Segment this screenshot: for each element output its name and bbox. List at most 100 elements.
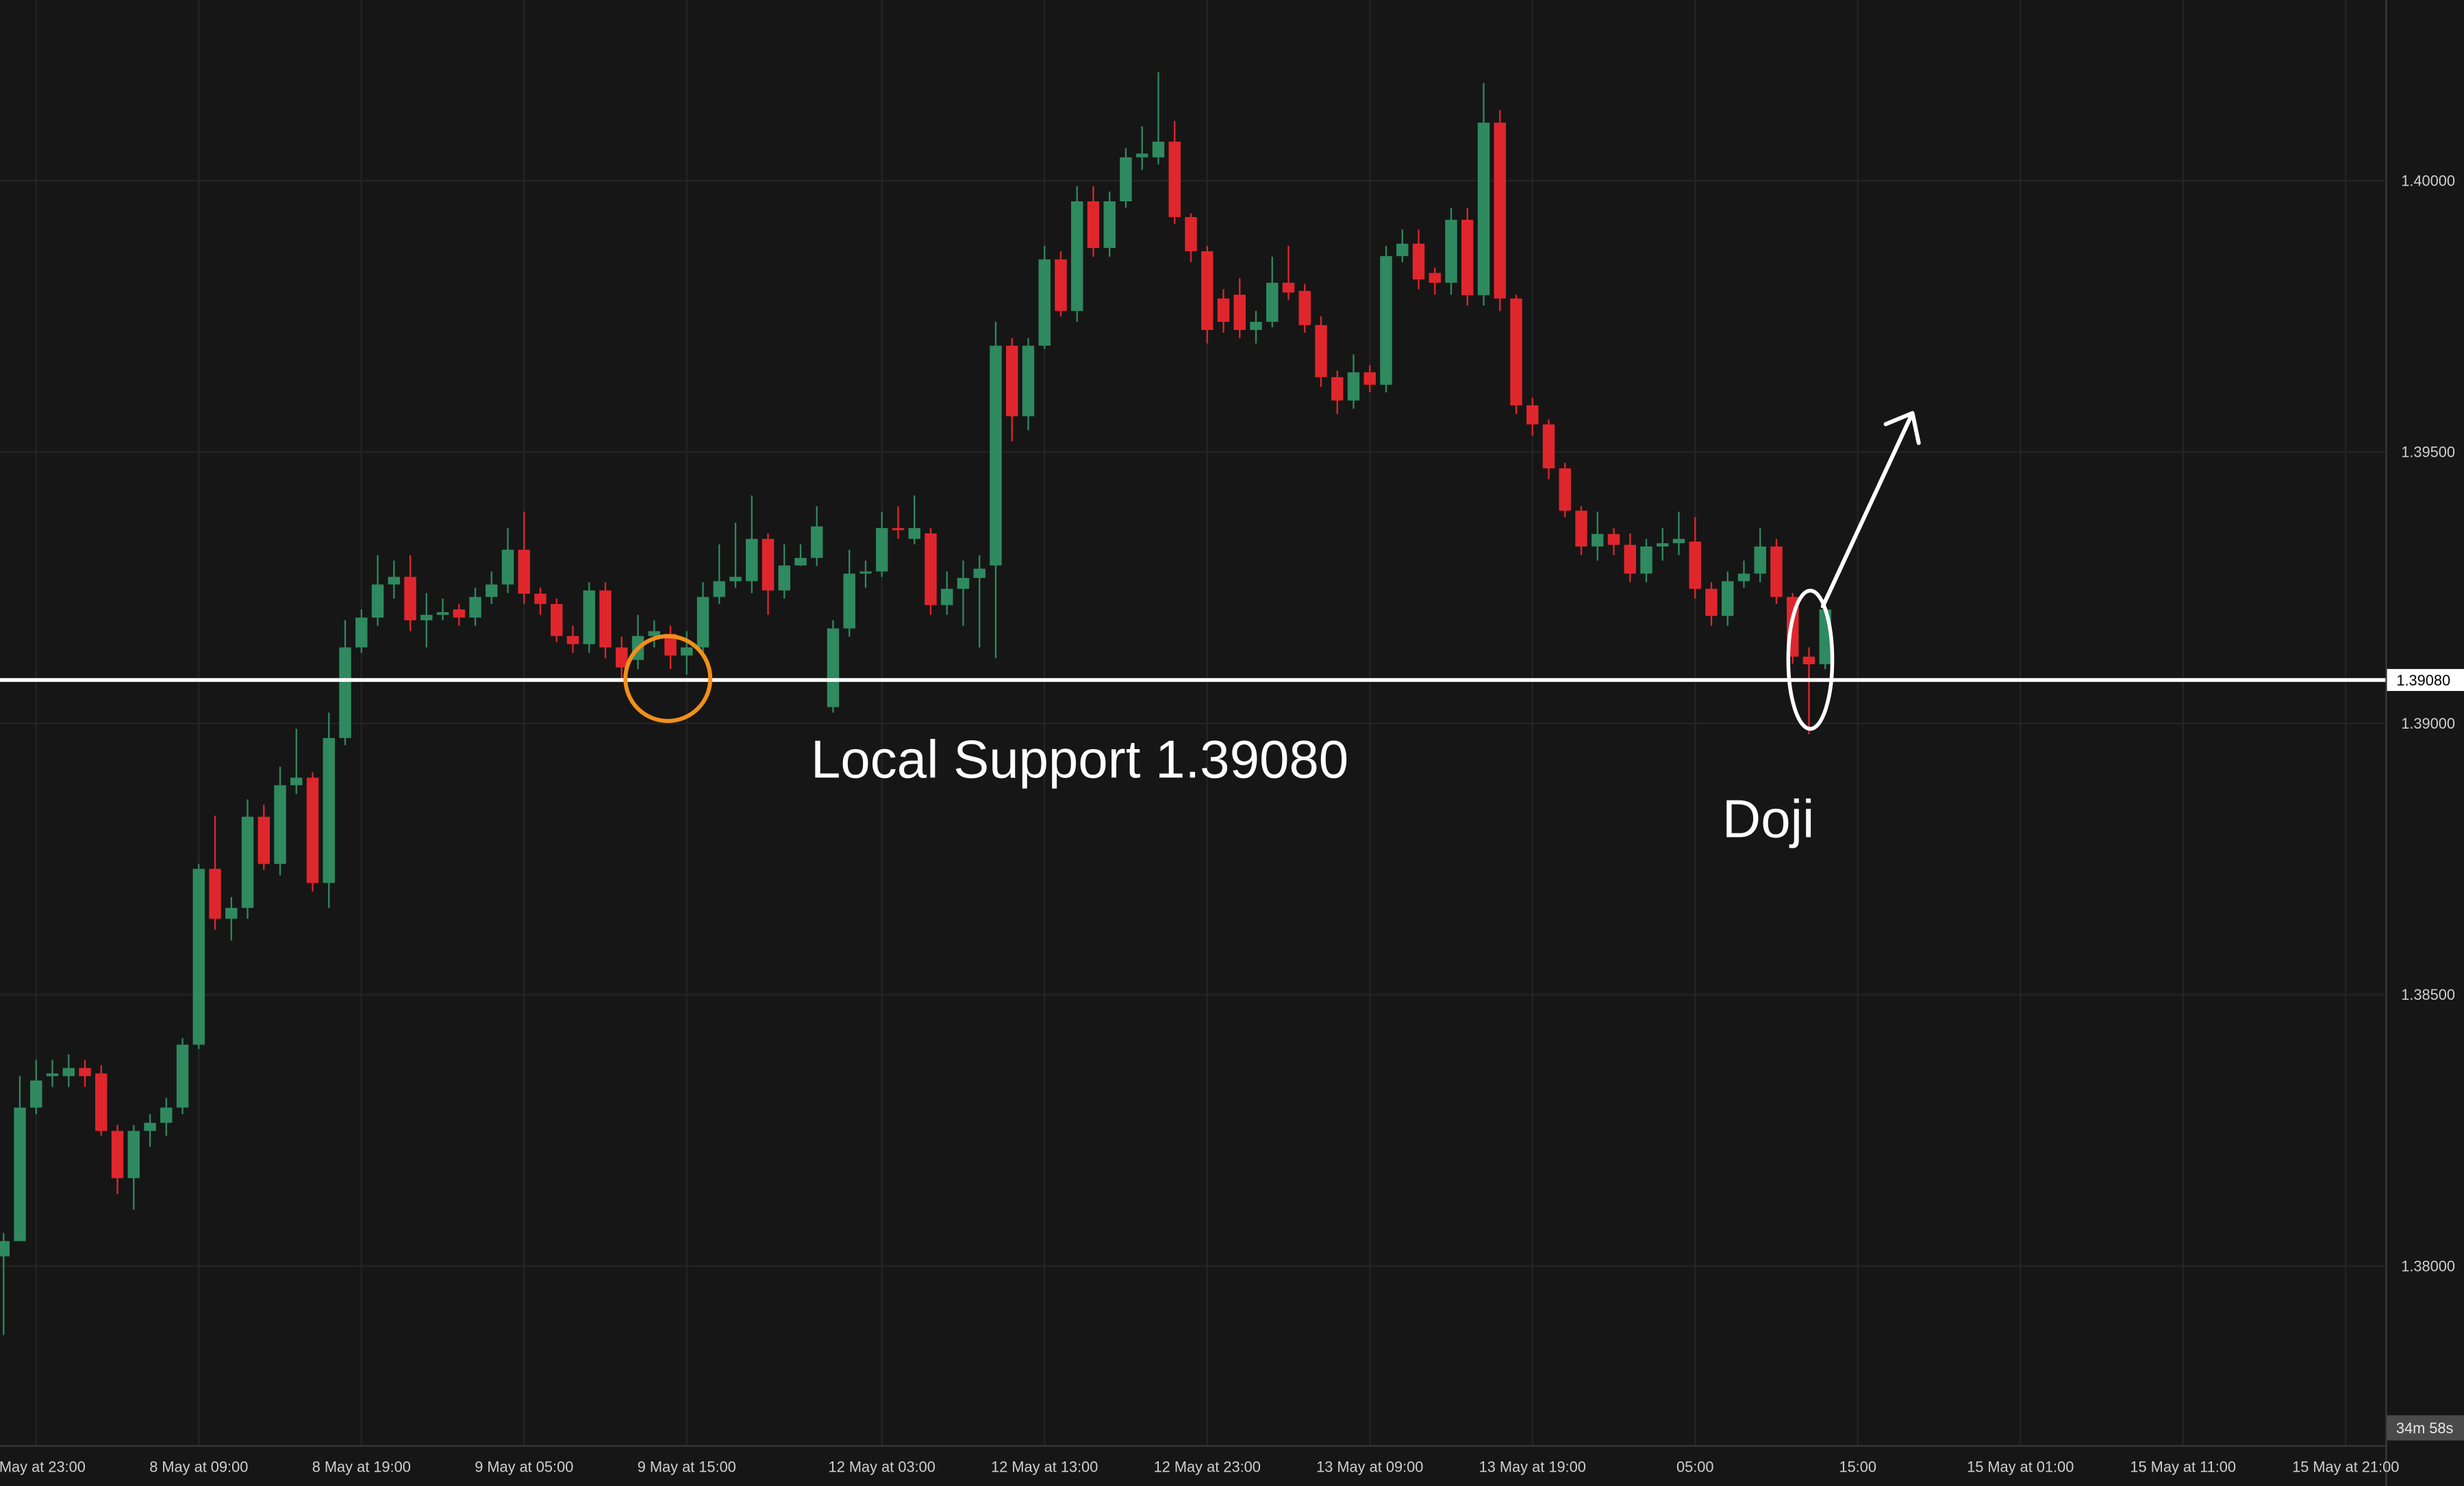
candle-body	[1055, 259, 1067, 312]
candle-body	[843, 573, 855, 629]
candle-body	[469, 596, 481, 618]
candle-body	[79, 1068, 91, 1076]
candle-body	[599, 590, 612, 648]
candle-body	[274, 785, 286, 864]
candle-body	[388, 577, 400, 585]
candle-body	[1136, 153, 1148, 158]
x-tick-label: 8 May at 09:00	[149, 1458, 248, 1475]
x-tick-label: 15 May at 21:00	[2292, 1458, 2399, 1475]
candle-body	[925, 533, 937, 605]
candle-body	[30, 1080, 42, 1108]
candle-body	[1737, 573, 1750, 581]
candle-body	[778, 565, 790, 591]
candle-body	[62, 1068, 75, 1076]
candle-body	[713, 581, 725, 597]
support-label: 1.39080	[2396, 672, 2450, 689]
candle-body	[583, 590, 595, 644]
candle-body	[1266, 282, 1279, 322]
candle-body	[1071, 201, 1083, 312]
candle-body	[1559, 468, 1571, 511]
candle-body	[1087, 201, 1100, 249]
candle-body	[290, 777, 303, 785]
candle-body	[1672, 538, 1685, 544]
candle-body	[859, 571, 872, 574]
candle-body	[306, 777, 319, 883]
candle-body	[14, 1107, 26, 1242]
candle-body	[1217, 298, 1230, 322]
candle-body	[534, 593, 546, 605]
candle-body	[1038, 259, 1051, 346]
candle-body	[1315, 325, 1327, 377]
candle-body	[1120, 157, 1132, 202]
candle-body	[876, 528, 888, 572]
candle-body	[127, 1131, 140, 1179]
candle-body	[1461, 219, 1474, 296]
x-tick-label: 15 May at 11:00	[2130, 1458, 2236, 1475]
candle-body	[957, 577, 970, 589]
candle-body	[1526, 405, 1539, 425]
candle-body	[1396, 243, 1409, 257]
candle-body	[762, 538, 775, 591]
grid	[0, 0, 2386, 1446]
arrow	[1820, 411, 1921, 609]
candle-body	[1233, 294, 1246, 330]
candle-body	[1689, 541, 1701, 589]
candle-body	[323, 738, 335, 883]
candle-body	[1657, 543, 1669, 547]
highlight-circle	[623, 634, 713, 723]
candle-body	[371, 584, 384, 618]
candle-body	[941, 588, 953, 605]
candle-body	[811, 526, 823, 558]
candle-body	[95, 1073, 108, 1131]
x-tick-label: 15 May at 01:00	[1967, 1458, 2074, 1475]
candle-body	[1802, 656, 1815, 664]
candle-body	[1607, 533, 1620, 545]
y-tick-label: 1.39500	[2401, 444, 2455, 461]
candle-body	[111, 1131, 124, 1179]
x-tick-label: 15:00	[1839, 1458, 1876, 1475]
candle-body	[1298, 290, 1311, 325]
candle-body	[1347, 372, 1360, 401]
candle-body	[648, 631, 660, 636]
candle-body	[1429, 273, 1441, 283]
candle-body	[1510, 298, 1522, 405]
x-tick-label: 12 May at 23:00	[1154, 1458, 1261, 1475]
candle-body	[339, 647, 351, 738]
candle-body	[1722, 581, 1734, 616]
candle-body	[990, 345, 1002, 566]
candle-body	[1380, 256, 1392, 385]
candle-body	[908, 528, 920, 539]
y-tick-label: 1.39000	[2401, 715, 2455, 732]
candle-body	[746, 538, 758, 581]
candle-body	[436, 612, 449, 615]
candle-body	[973, 568, 985, 578]
candle-body	[241, 816, 254, 908]
x-tick-label: 05:00	[1676, 1458, 1714, 1475]
candle-body	[1152, 141, 1165, 158]
candle-body	[616, 647, 628, 668]
candle-body	[192, 868, 205, 1045]
candle-body	[1331, 377, 1344, 401]
candle-body	[1250, 321, 1262, 330]
candle-body	[1754, 546, 1766, 574]
candle-body	[144, 1122, 156, 1131]
candle-body	[1542, 424, 1555, 468]
candle-body	[1705, 588, 1718, 616]
candle-body	[355, 617, 368, 648]
x-tick-label: 12 May at 13:00	[991, 1458, 1098, 1475]
candle-body	[681, 647, 693, 656]
candle-body	[1445, 219, 1457, 283]
candle-body	[1477, 123, 1490, 296]
y-tick-label: 1.38500	[2401, 986, 2455, 1003]
candle-body	[566, 635, 579, 644]
candle-body	[892, 528, 905, 531]
candle-body	[486, 584, 498, 597]
candle-body	[1006, 345, 1018, 416]
candle-body	[1592, 533, 1604, 547]
x-tick-label: 9 May at 05:00	[475, 1458, 573, 1475]
annotation: Doji	[1722, 789, 1814, 849]
x-tick-label: 13 May at 09:00	[1316, 1458, 1423, 1475]
candle-body	[1770, 546, 1783, 597]
candle-body	[1575, 510, 1587, 547]
